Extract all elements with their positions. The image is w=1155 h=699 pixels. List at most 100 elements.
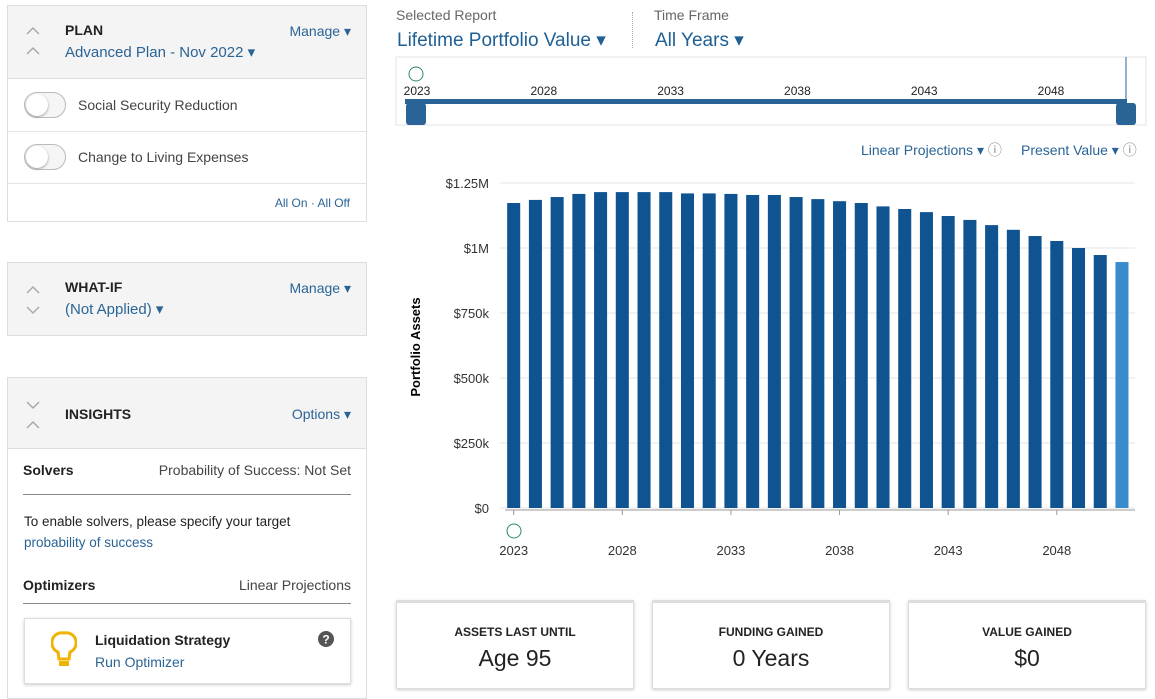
bar xyxy=(876,206,890,508)
bar xyxy=(1072,248,1086,508)
bar xyxy=(985,225,999,508)
x-tick-label: 2023 xyxy=(499,543,528,558)
collapse-icon[interactable] xyxy=(26,285,40,315)
x-tick-label: 2028 xyxy=(608,543,637,558)
collapse-icon[interactable] xyxy=(26,26,40,56)
plan-title: PLAN xyxy=(65,22,104,38)
bar xyxy=(637,192,651,508)
value-text[interactable]: Present Value xyxy=(1021,142,1108,158)
all-on[interactable]: All On xyxy=(274,196,308,210)
report-text[interactable]: Lifetime Portfolio Value xyxy=(397,30,591,51)
optimizers-status: Linear Projections xyxy=(238,577,351,593)
bar xyxy=(528,199,542,508)
bar xyxy=(941,216,955,508)
toggle[interactable] xyxy=(24,144,66,170)
solvers-text: To enable solvers, please specify your t… xyxy=(24,514,291,529)
toggle-label: Social Security Reduction xyxy=(78,97,238,113)
bar xyxy=(1028,236,1042,509)
timeline-label: 2043 xyxy=(911,84,938,98)
options-text[interactable]: Options xyxy=(291,406,341,422)
toggle-row: Change to Living Expenses xyxy=(8,131,366,184)
toggle[interactable] xyxy=(24,92,66,118)
bar xyxy=(833,201,847,508)
bar xyxy=(615,192,629,508)
manage-text[interactable]: Manage xyxy=(289,23,341,39)
timeline-label: 2028 xyxy=(530,84,557,98)
y-tick-label: $1.25M xyxy=(446,176,489,191)
whatif-panel: WHAT-IF (Not Applied) ▾ Manage ▾ xyxy=(7,262,367,336)
timeline-label: 2048 xyxy=(1038,84,1065,98)
y-tick-label: $500k xyxy=(454,371,490,386)
bar xyxy=(919,212,933,508)
timeframe-text[interactable]: All Years xyxy=(655,30,729,51)
bar xyxy=(963,219,977,509)
bar xyxy=(724,193,738,509)
toggle-row: Social Security Reduction xyxy=(8,79,366,132)
plan-name-text[interactable]: Advanced Plan - Nov 2022 xyxy=(65,44,244,61)
summary-label: VALUE GAINED xyxy=(982,625,1072,639)
manage-button[interactable]: Manage ▾ xyxy=(289,280,351,296)
x-tick-label: 2043 xyxy=(934,543,963,558)
summary-value: $0 xyxy=(1014,645,1040,671)
bar xyxy=(1050,240,1064,509)
bar xyxy=(507,203,521,508)
timeline-handle[interactable] xyxy=(1116,103,1136,125)
timeline-label: 2038 xyxy=(784,84,811,98)
timeframe-select[interactable]: All Years ▾ xyxy=(655,30,744,51)
optimizer-link[interactable]: Run Optimizer xyxy=(95,654,185,670)
solvers-link[interactable]: probability of success xyxy=(24,535,154,550)
plan-name[interactable]: Advanced Plan - Nov 2022 ▾ xyxy=(65,44,256,61)
plan-header: PLAN Advanced Plan - Nov 2022 ▾ Manage ▾ xyxy=(8,6,366,79)
timeline-track[interactable] xyxy=(405,99,1127,104)
bar xyxy=(854,203,868,508)
value-select[interactable]: Present Value ▾ ⓘ xyxy=(1021,142,1137,158)
all-toggle: All On · All Off xyxy=(274,196,350,210)
bar xyxy=(1093,255,1107,508)
bar xyxy=(767,194,781,508)
y-tick-label: $250k xyxy=(454,436,490,451)
chart: Portfolio Assets 2023 2028 2033 2038 2043 204… xyxy=(395,56,1147,558)
divider xyxy=(632,12,633,48)
bulb-icon xyxy=(51,631,77,666)
optimizers-row: Optimizers Linear Projections xyxy=(23,577,351,604)
summary-card: FUNDING GAINED 0 Years xyxy=(652,600,890,689)
y-axis-title: Portfolio Assets xyxy=(408,297,423,396)
all-off[interactable]: All Off xyxy=(317,196,350,210)
start-icon xyxy=(408,66,424,82)
whatif-name-text[interactable]: (Not Applied) xyxy=(65,301,152,318)
optimizers-label: Optimizers xyxy=(23,577,96,593)
projection-select[interactable]: Linear Projections ▾ ⓘ xyxy=(861,142,1002,158)
insights-header: INSIGHTS Options ▾ xyxy=(8,378,366,449)
bar xyxy=(789,197,803,509)
options-button[interactable]: Options ▾ xyxy=(291,406,351,422)
solvers-status: Probability of Success: Not Set xyxy=(158,462,351,478)
bar xyxy=(659,192,673,508)
report-select[interactable]: Lifetime Portfolio Value ▾ xyxy=(397,30,606,51)
help-icon[interactable]: ? xyxy=(318,631,334,647)
start-icon xyxy=(506,523,522,539)
svg-text:?: ? xyxy=(322,633,329,647)
x-tick-label: 2038 xyxy=(825,543,854,558)
plan-panel: PLAN Advanced Plan - Nov 2022 ▾ Manage ▾… xyxy=(7,5,367,222)
manage-button[interactable]: Manage ▾ xyxy=(289,23,351,39)
bar xyxy=(550,197,564,509)
x-tick-label: 2033 xyxy=(716,543,745,558)
projection-text[interactable]: Linear Projections xyxy=(861,142,974,158)
solvers-row: Solvers Probability of Success: Not Set xyxy=(23,462,351,495)
bar xyxy=(1115,262,1129,508)
insights-panel: INSIGHTS Options ▾ Solvers Probability o… xyxy=(7,377,367,699)
optimizer-title: Liquidation Strategy xyxy=(95,632,231,648)
timeline-box xyxy=(395,56,1147,126)
timeframe-label: Time Frame xyxy=(654,7,729,23)
manage-text[interactable]: Manage xyxy=(289,280,341,296)
y-tick-label: $1M xyxy=(464,241,489,256)
timeline-handle[interactable] xyxy=(406,103,426,125)
insights-title: INSIGHTS xyxy=(65,406,132,422)
collapse-icon[interactable] xyxy=(26,400,40,430)
summary-card: VALUE GAINED $0 xyxy=(908,600,1146,689)
whatif-name[interactable]: (Not Applied) ▾ xyxy=(65,301,164,318)
bar xyxy=(702,193,716,508)
toggle-label: Change to Living Expenses xyxy=(78,149,249,165)
optimizer-card[interactable]: Liquidation Strategy Run Optimizer ? xyxy=(24,618,351,684)
